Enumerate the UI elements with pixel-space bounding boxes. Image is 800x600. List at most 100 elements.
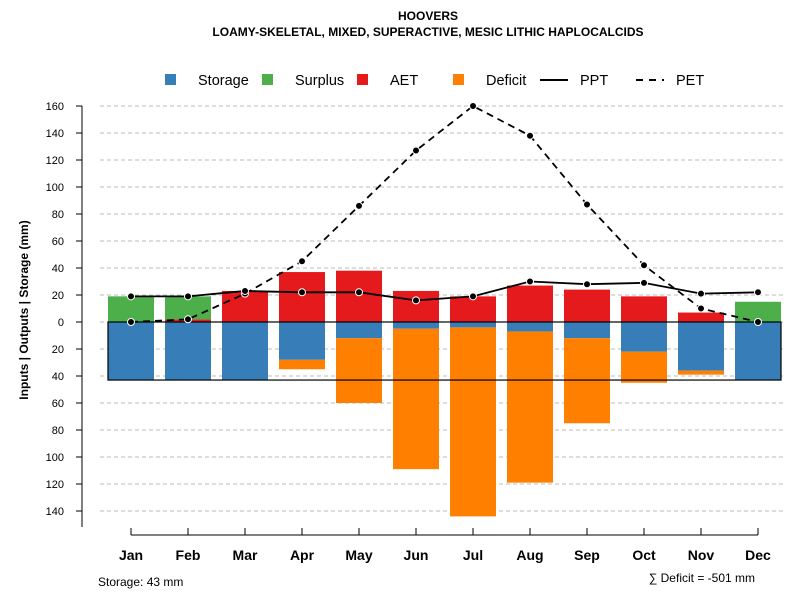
x-tick-label-nov: Nov [688,547,715,563]
pet-point [640,261,648,270]
deficit-bar-oct [621,351,667,383]
x-tick-label-jan: Jan [119,547,143,563]
ppt-point [526,277,534,286]
legend-label-surplus: Surplus [295,73,344,89]
storage-bar-nov [678,322,724,371]
pet-point [583,200,591,209]
x-tick-label-oct: Oct [632,547,656,563]
aet-bar-jul [450,296,496,322]
y-tick-label: 100 [46,182,64,194]
aet-bar-oct [621,296,667,322]
ppt-point [127,292,135,301]
ppt-point [298,288,306,297]
pet-point [412,146,420,155]
x-tick-label-aug: Aug [516,547,543,563]
ppt-point [583,280,591,289]
ppt-point [355,288,363,297]
series-lines [127,102,762,326]
aet-bar-nov [678,312,724,322]
y-tick-label: 20 [52,344,64,356]
storage-bar-jun [393,322,439,329]
y-tick-label: 20 [52,290,64,302]
deficit-bar-sep [564,338,610,424]
y-tick-label: 140 [46,506,64,518]
legend-swatch-storage [165,74,176,85]
chart-subtitle: LOAMY-SKELETAL, MIXED, SUPERACTIVE, MESI… [212,25,643,39]
legend-label-ppt: PPT [580,73,608,89]
pet-point [298,257,306,266]
pet-point [754,318,762,326]
pet-point [526,131,534,140]
aet-bar-may [336,270,382,322]
storage-bar-dec [735,322,781,381]
ppt-line [131,280,759,302]
y-tick-label: 100 [46,452,64,464]
x-tick-label-feb: Feb [176,547,201,563]
legend-swatch-surplus [262,74,273,85]
storage-bar-oct [621,322,667,352]
storage-capacity-outline [107,321,782,381]
y-tick-label: 60 [52,236,64,248]
aet-bar-apr [279,272,325,322]
surplus-bar-jan [108,296,154,322]
surplus-bar-feb [165,296,211,320]
pet-line [130,104,759,323]
y-tick-label: 160 [46,101,64,113]
y-tick-label: 40 [52,371,64,383]
axes: 160 140 120 100 80 60 40 20 0 20 40 60 80 100 120 140 Ja… [46,101,771,563]
storage-bar-may [336,322,382,339]
x-tick-label-mar: Mar [233,547,258,563]
pet-point [469,102,477,110]
surplus-bar-dec [735,301,781,322]
x-tick-label-dec: Dec [745,547,771,563]
ppt-point [412,296,420,305]
pet-point [697,304,705,313]
y-tick-label: 120 [46,155,64,167]
ppt-point [469,292,477,301]
footer-deficit: ∑ Deficit = -501 mm [649,571,755,585]
deficit-bar-jun [393,328,439,470]
ppt-point [184,292,192,301]
y-axis-label: Inputs | Outputs | Storage (mm) [17,220,31,399]
bars [107,270,782,517]
ppt-point [241,286,249,295]
legend-label-pet: PET [676,73,704,89]
y-tick-label: 120 [46,479,64,491]
storage-bar-aug [507,322,553,332]
storage-bar-apr [279,322,325,360]
y-tick-label: 80 [52,425,64,437]
grid-lines [100,105,785,512]
deficit-bar-may [336,338,382,403]
legend-label-deficit: Deficit [486,73,526,89]
ppt-point [640,278,648,287]
legend-swatch-aet [357,74,368,85]
pet-point [184,315,192,324]
y-tick-label: 140 [46,128,64,140]
deficit-bar-jul [450,327,496,517]
pet-point [355,201,363,210]
ppt-point [754,288,762,297]
y-tick-label: 0 [58,317,64,329]
deficit-bar-aug [507,331,553,483]
storage-bar-jul [450,322,496,328]
pet-point [127,318,135,326]
chart-title: HOOVERS [398,9,458,23]
x-tick-label-jul: Jul [463,547,483,563]
y-tick-label: 40 [52,263,64,275]
x-tick-label-jun: Jun [404,547,429,563]
y-tick-label: 60 [52,398,64,410]
legend-label-storage: Storage [198,73,249,89]
y-tick-label: 80 [52,209,64,221]
storage-bar-sep [564,322,610,339]
legend-label-aet: AET [390,73,418,89]
footer-storage: Storage: 43 mm [98,575,183,589]
x-tick-label-apr: Apr [290,547,315,563]
x-tick-label-may: May [345,547,372,563]
aet-bar-aug [507,285,553,322]
ppt-point [697,289,705,298]
deficit-bar-nov [678,370,724,375]
storage-bar-feb [165,322,211,381]
deficit-bar-apr [279,359,325,370]
aet-bar-jun [393,290,439,322]
